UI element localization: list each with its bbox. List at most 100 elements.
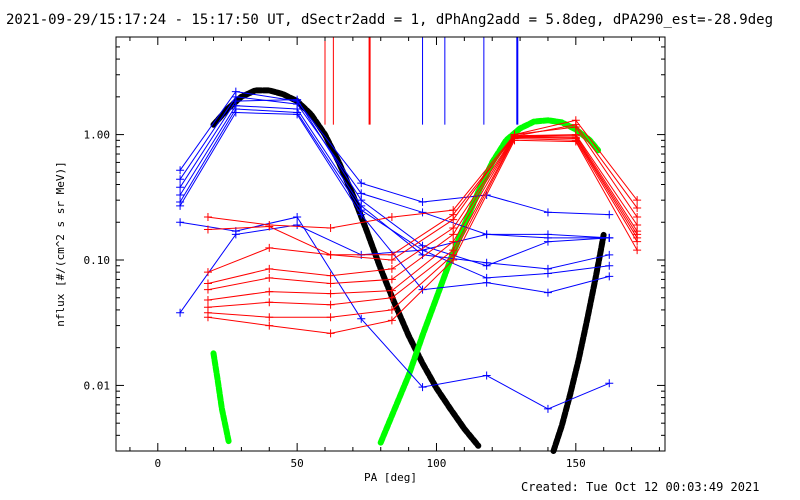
model-curves-layer	[210, 87, 607, 454]
data-point	[203, 295, 212, 304]
data-point	[176, 183, 185, 192]
data-series	[176, 92, 614, 242]
series-line	[179, 96, 610, 239]
data-point	[543, 269, 552, 278]
data-point	[605, 379, 614, 388]
data-point	[571, 137, 580, 146]
data-point	[418, 383, 427, 392]
data-point	[482, 371, 491, 380]
data-series	[203, 136, 642, 338]
x-tick-label: 100	[427, 457, 447, 470]
data-point	[387, 316, 396, 325]
data-point	[265, 243, 274, 252]
series-line	[207, 136, 638, 308]
data-point	[605, 272, 614, 281]
data-point	[326, 300, 335, 309]
data-point	[293, 110, 302, 119]
data-point	[387, 305, 396, 314]
series-line	[207, 124, 638, 256]
data-point	[543, 404, 552, 413]
data-point	[326, 289, 335, 298]
series-line	[207, 134, 638, 284]
data-point	[176, 218, 185, 227]
data-point	[265, 264, 274, 273]
y-tick-label: 1.00	[84, 129, 111, 142]
data-series	[176, 213, 614, 413]
data-point	[633, 246, 642, 255]
y-axis-label: nflux [#/(cm^2 s sr MeV)]	[54, 161, 67, 327]
data-point	[203, 225, 212, 234]
data-series	[176, 87, 614, 219]
created-timestamp: Created: Tue Oct 12 00:03:49 2021	[521, 480, 760, 494]
data-point	[265, 273, 274, 282]
series-line	[179, 99, 610, 267]
series-line	[180, 216, 610, 410]
data-point	[203, 213, 212, 222]
data-point	[265, 287, 274, 296]
data-point	[482, 258, 491, 267]
y-tick-label: 0.10	[84, 254, 111, 267]
data-point	[449, 230, 458, 239]
axes-layer: 0 50 100 150 0.01 0.10 1.00	[84, 36, 665, 470]
data-point	[265, 313, 274, 322]
data-series-layer	[176, 87, 642, 413]
series-line	[207, 119, 638, 229]
data-point	[387, 213, 396, 222]
data-point	[326, 329, 335, 338]
series-line	[179, 108, 610, 279]
data-point	[510, 136, 519, 145]
data-point	[418, 198, 427, 207]
x-axis-label: PA [deg]	[364, 471, 417, 484]
data-point	[633, 203, 642, 212]
data-point	[176, 190, 185, 199]
model-curve	[210, 87, 482, 449]
data-point	[357, 314, 366, 323]
data-point	[326, 250, 335, 259]
data-point	[482, 278, 491, 287]
data-point	[265, 222, 274, 231]
series-line	[179, 91, 610, 216]
data-point	[633, 213, 642, 222]
model-curve	[550, 231, 607, 454]
data-point	[357, 179, 366, 188]
data-point	[387, 275, 396, 284]
data-point	[633, 196, 642, 205]
plot-frame	[115, 36, 666, 452]
series-line	[207, 135, 638, 291]
data-point	[449, 256, 458, 265]
data-point	[326, 279, 335, 288]
data-point	[293, 221, 302, 230]
vertical-markers-layer	[324, 37, 519, 125]
model-curve	[210, 350, 232, 446]
data-point	[418, 208, 427, 217]
data-point	[176, 201, 185, 210]
data-point	[543, 208, 552, 217]
data-point	[482, 230, 491, 239]
data-point	[449, 237, 458, 246]
plot-title: 2021-09-29/15:17:24 - 15:17:50 UT, dSect…	[6, 12, 774, 28]
data-point	[387, 264, 396, 273]
data-point	[543, 288, 552, 297]
data-point	[176, 308, 185, 317]
data-point	[176, 166, 185, 175]
series-line	[207, 136, 638, 301]
data-point	[231, 108, 240, 117]
x-tick-label: 0	[154, 457, 161, 470]
data-point	[231, 230, 240, 239]
x-tick-label: 150	[566, 457, 586, 470]
data-point	[265, 298, 274, 307]
data-point	[326, 271, 335, 280]
data-point	[633, 237, 642, 246]
data-point	[543, 233, 552, 242]
data-point	[203, 313, 212, 322]
data-point	[449, 215, 458, 224]
data-point	[265, 321, 274, 330]
data-point	[387, 256, 396, 265]
data-point	[605, 210, 614, 219]
data-point	[387, 293, 396, 302]
y-tick-label: 0.01	[84, 379, 111, 392]
data-point	[176, 175, 185, 184]
data-point	[605, 250, 614, 259]
data-point	[293, 95, 302, 104]
